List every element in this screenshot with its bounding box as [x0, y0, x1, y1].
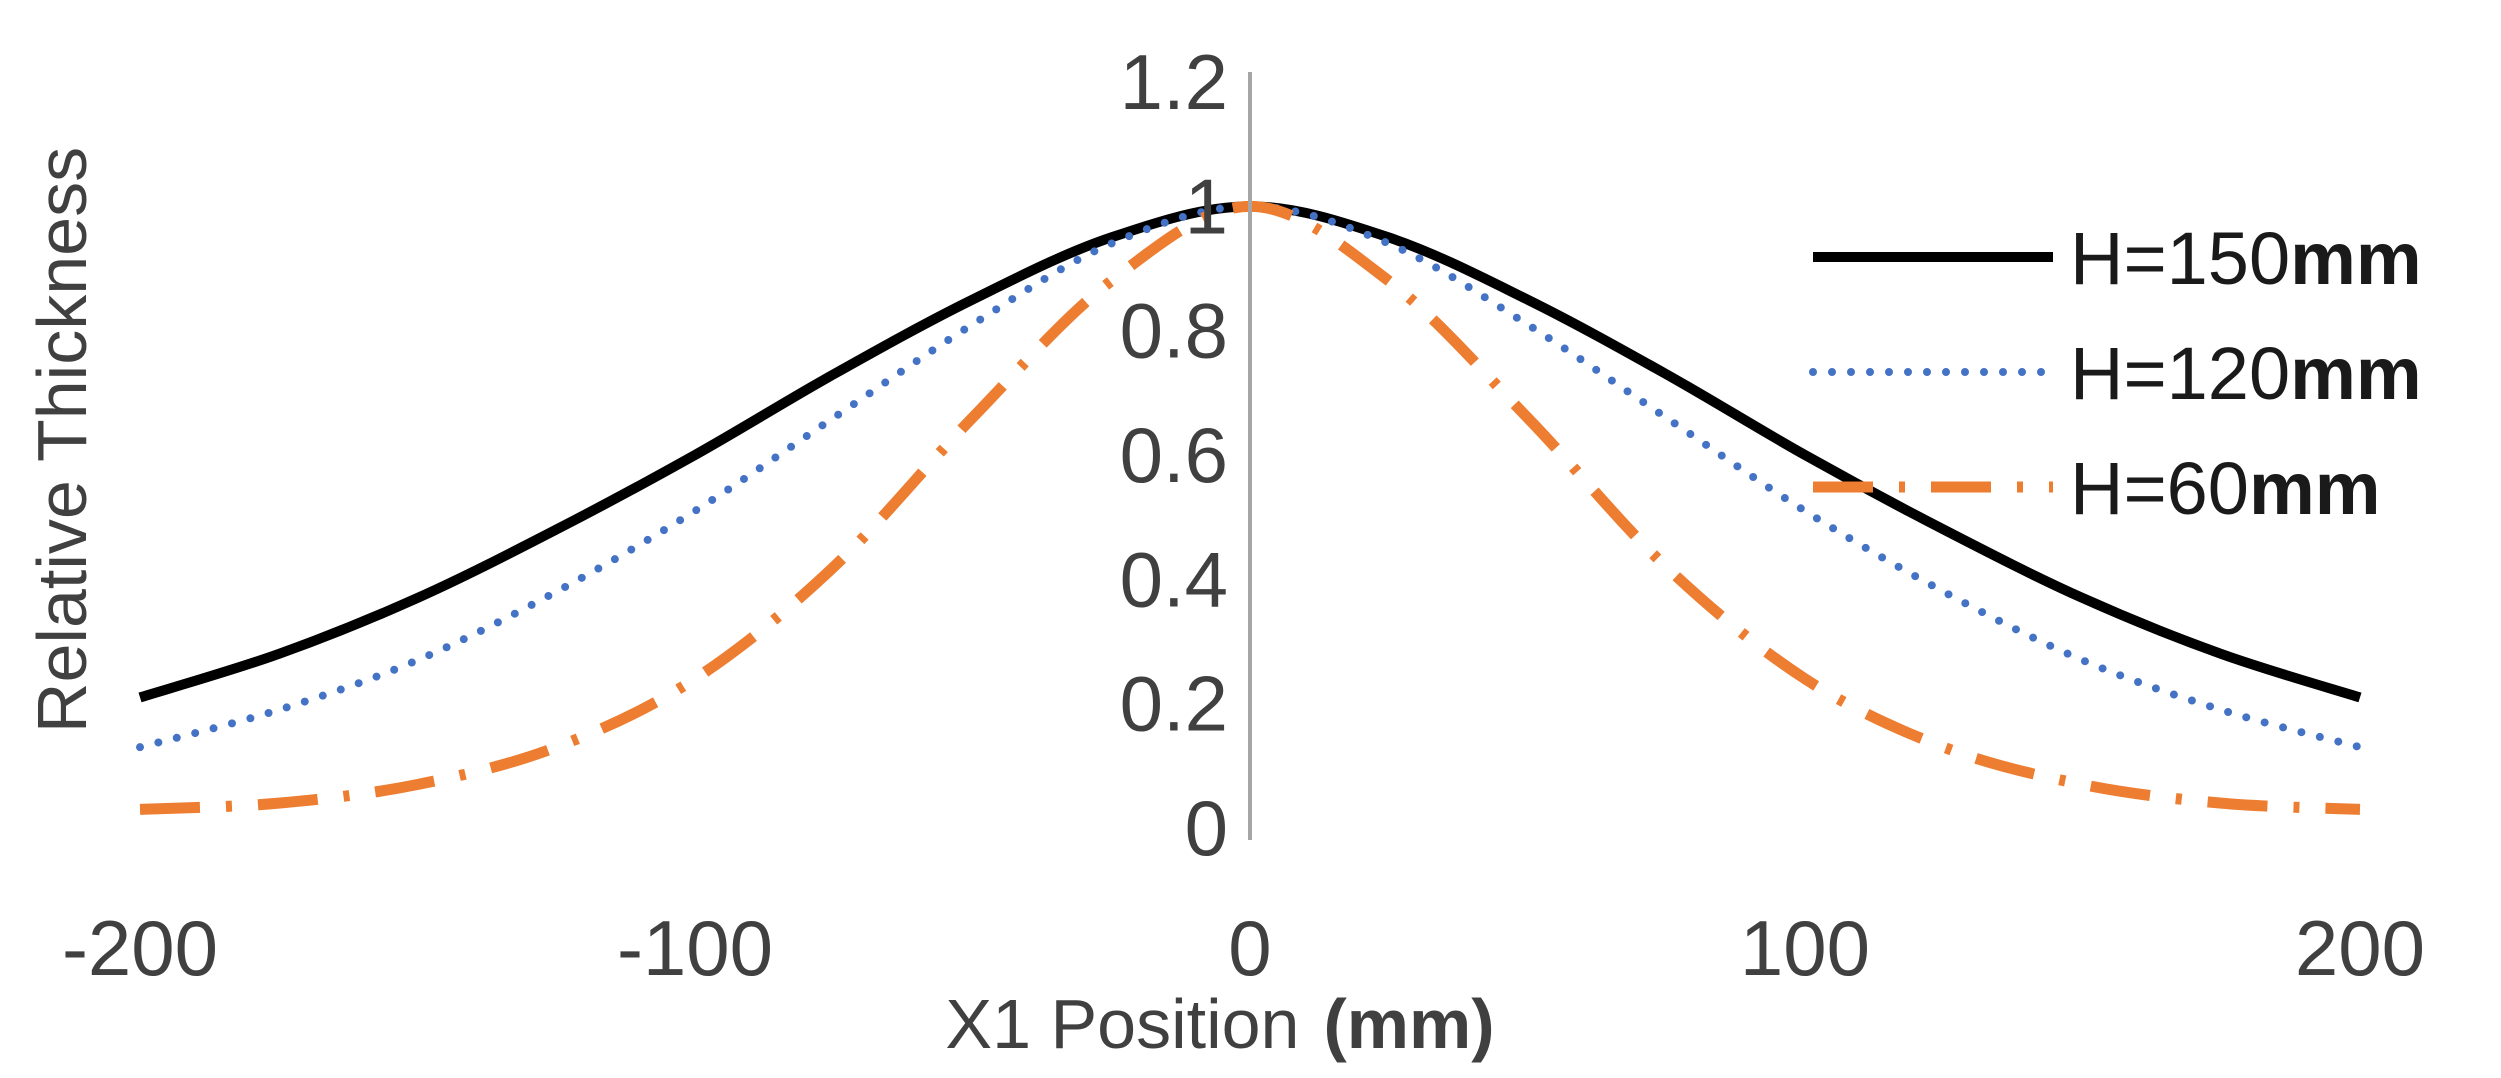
- legend-label: H=120mm: [2070, 332, 2422, 415]
- legend-label-name: H=60: [2070, 447, 2249, 530]
- y-tick-labels: 0 0.2 0.4 0.6 0.8 1 1.2: [1120, 38, 1228, 872]
- y-tick-label: 1: [1185, 162, 1228, 250]
- x-axis-title-text: X1 Position: [945, 985, 1299, 1063]
- legend-label-unit: mm: [2249, 447, 2381, 530]
- legend-label-unit: mm: [2290, 332, 2422, 415]
- y-tick-label: 0.8: [1120, 287, 1228, 375]
- y-tick-label: 0.4: [1120, 535, 1228, 623]
- legend-item: H=150mm: [1813, 217, 2422, 300]
- legend-label-name: H=150: [2070, 217, 2290, 300]
- x-tick-label: -100: [617, 904, 773, 992]
- y-tick-label: 1.2: [1120, 38, 1228, 126]
- legend-label-name: H=120: [2070, 332, 2290, 415]
- legend-label-unit: mm: [2290, 217, 2422, 300]
- legend-label: H=150mm: [2070, 217, 2422, 300]
- x-tick-label: 0: [1228, 904, 1271, 992]
- x-tick-label: -200: [62, 904, 218, 992]
- x-tick-label: 100: [1740, 904, 1870, 992]
- x-axis-title-unit: (mm): [1324, 985, 1495, 1063]
- x-axis-title: X1 Position (mm): [945, 985, 1494, 1063]
- legend-label: H=60mm: [2070, 447, 2381, 530]
- y-tick-label: 0.2: [1120, 660, 1228, 748]
- x-tick-label: 200: [2295, 904, 2425, 992]
- series-line-h-120: [136, 202, 2364, 752]
- legend-item: H=120mm: [1809, 332, 2422, 415]
- y-tick-label: 0.6: [1120, 411, 1228, 499]
- legend-item: H=60mm: [1813, 447, 2381, 530]
- y-axis-title: Relative Thickness: [23, 147, 101, 733]
- x-tick-labels: -200 -100 0 100 200: [62, 904, 2425, 992]
- y-tick-label: 0: [1185, 784, 1228, 872]
